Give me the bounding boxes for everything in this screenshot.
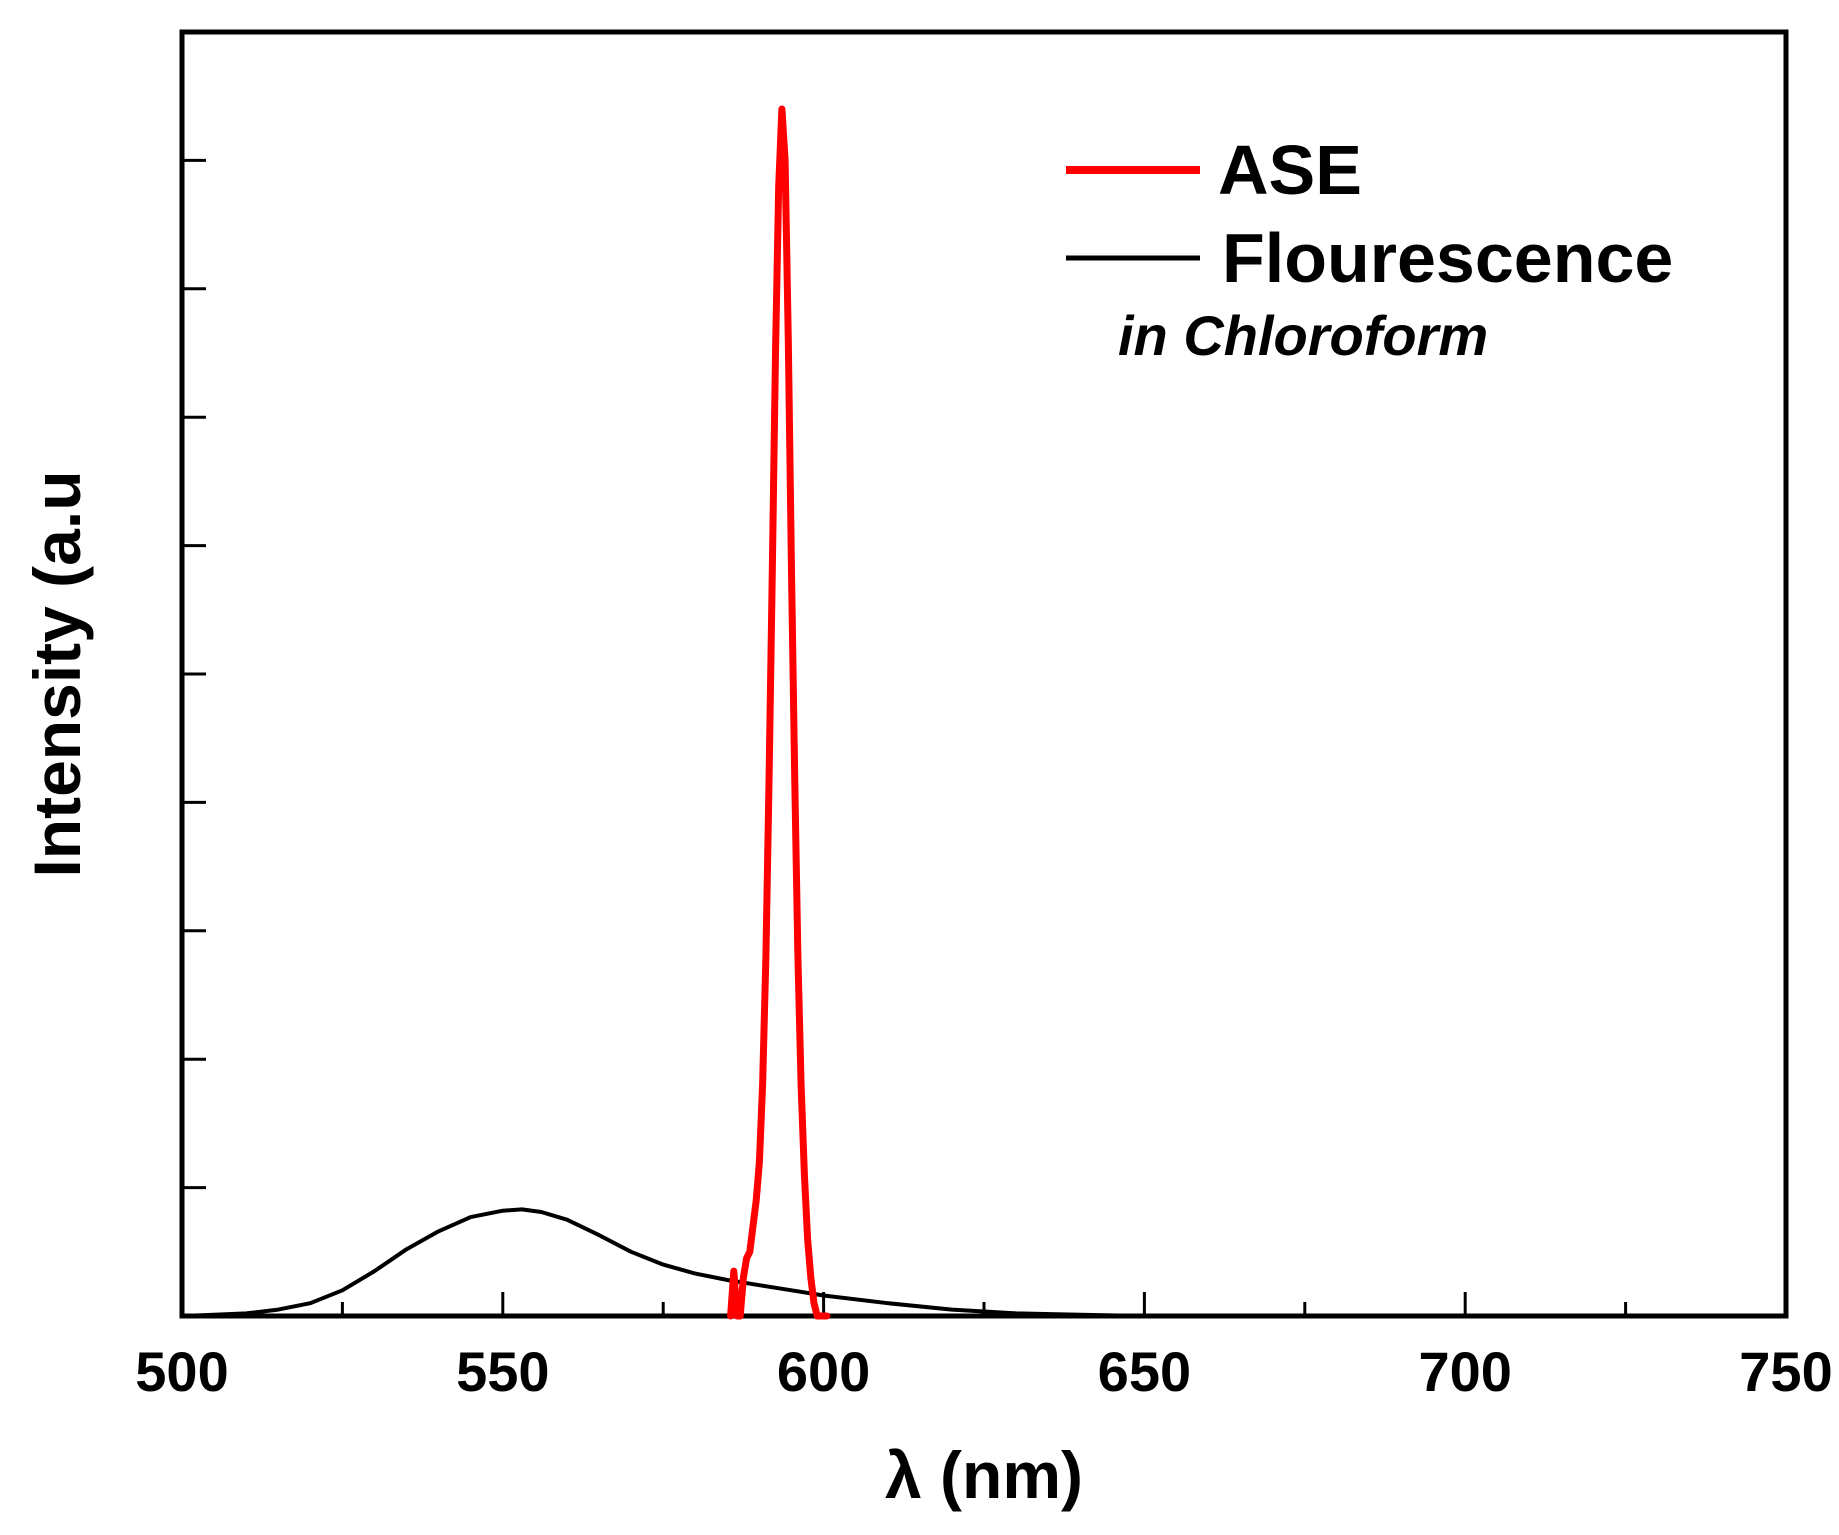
series-line-ase	[727, 105, 831, 1320]
x-tick-label: 700	[1418, 1340, 1511, 1403]
x-tick-label: 600	[777, 1340, 870, 1403]
legend-label-flourescence: Flourescence	[1222, 219, 1673, 297]
x-tick-label: 550	[456, 1340, 549, 1403]
x-tick-labels: 500 550 600 650 700 750	[135, 1340, 1832, 1403]
x-tick-label: 500	[135, 1340, 228, 1403]
legend: ASE Flourescence in Chloroform	[1066, 131, 1673, 367]
axis-ticks	[180, 158, 1788, 1316]
series-line-flourescence	[180, 1207, 1275, 1318]
x-tick-label: 750	[1739, 1340, 1832, 1403]
series-layer	[180, 105, 1275, 1320]
plot-area	[179, 29, 1789, 1320]
legend-label-ase: ASE	[1218, 131, 1362, 209]
annotation-solvent: in Chloroform	[1118, 304, 1488, 367]
x-axis-title: λ (nm)	[885, 1438, 1083, 1512]
x-tick-label: 650	[1098, 1340, 1191, 1403]
y-axis-title: Intensity (a.u	[20, 470, 94, 877]
